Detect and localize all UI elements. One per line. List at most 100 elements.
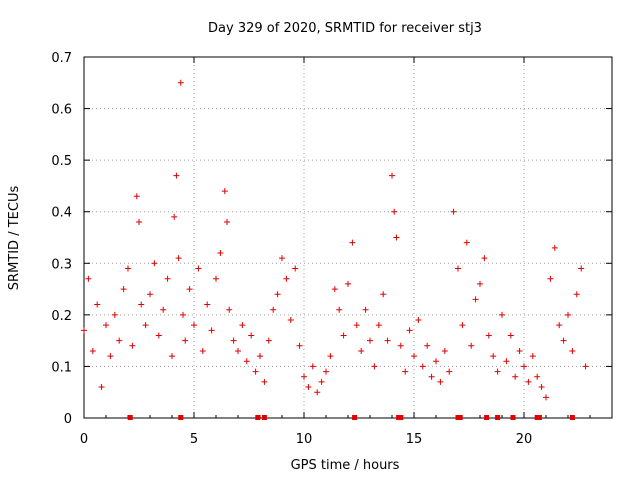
y-tick-label: 0.6: [51, 103, 72, 118]
data-point: [389, 172, 395, 179]
data-point: [391, 208, 398, 215]
data-point: [380, 291, 387, 298]
data-point: [551, 244, 558, 251]
data-point: [164, 275, 171, 282]
data-point: [252, 368, 259, 375]
data-point: [419, 363, 426, 370]
data-point: [230, 337, 237, 344]
data-point: [261, 378, 268, 385]
data-point: [450, 208, 457, 215]
data-point: [195, 265, 202, 272]
data-point: [424, 342, 431, 349]
axis-ticks: [83, 56, 612, 419]
y-axis-label: SRMTID / TECUs: [7, 186, 22, 291]
data-point: [521, 363, 527, 370]
data-point: [243, 358, 250, 365]
x-tick-label: 20: [516, 432, 533, 447]
data-point: [565, 311, 571, 318]
data-point: [199, 347, 206, 354]
gap-marker: [510, 415, 516, 420]
gap-marker: [569, 415, 575, 420]
data-point: [125, 265, 131, 272]
data-point: [142, 322, 149, 329]
data-point: [204, 301, 211, 308]
y-tick-label: 0.5: [51, 154, 72, 169]
data-point: [208, 327, 215, 334]
data-point: [402, 368, 409, 375]
data-point: [301, 373, 307, 380]
data-point: [296, 342, 303, 349]
y-tick-label: 0.1: [51, 360, 72, 375]
grid-lines: [84, 57, 612, 418]
data-point: [248, 332, 255, 339]
data-point: [85, 275, 92, 282]
y-tick-label: 0.4: [51, 206, 72, 221]
plot-frame: [83, 56, 613, 419]
data-point: [560, 337, 567, 344]
data-point: [81, 327, 87, 334]
x-tick-label: 5: [190, 432, 198, 447]
data-point: [353, 322, 360, 329]
x-tick-label: 15: [406, 432, 423, 447]
data-point: [336, 306, 343, 313]
data-point: [485, 332, 492, 339]
data-point: [547, 275, 554, 282]
data-point: [477, 280, 483, 287]
data-point: [180, 311, 186, 318]
data-point: [182, 337, 189, 344]
data-point: [512, 373, 519, 380]
data-point: [331, 286, 338, 293]
data-point: [98, 384, 105, 391]
data-point: [384, 337, 391, 344]
data-point: [151, 260, 158, 267]
data-point: [89, 347, 96, 354]
data-point: [499, 311, 505, 318]
data-point: [362, 306, 369, 313]
data-point: [111, 311, 118, 318]
data-point: [578, 265, 585, 272]
gap-marker: [536, 415, 542, 420]
data-point: [133, 193, 140, 200]
data-point: [406, 327, 413, 334]
data-point: [494, 368, 501, 375]
data-point: [529, 353, 536, 360]
data-point: [239, 322, 246, 329]
data-point: [437, 378, 444, 385]
data-point: [538, 384, 545, 391]
data-point: [120, 286, 127, 293]
data-point: [309, 363, 316, 370]
data-point: [274, 291, 281, 298]
data-point: [415, 317, 422, 324]
data-point: [224, 219, 230, 226]
data-point: [543, 394, 549, 401]
data-point: [327, 353, 334, 360]
data-point: [455, 265, 461, 272]
data-point: [433, 358, 439, 365]
data-point: [292, 265, 299, 272]
data-point: [94, 301, 101, 308]
y-tick-label: 0.7: [51, 51, 72, 66]
data-point: [116, 337, 123, 344]
tick-labels: 0 0.1 0.2 0.3 0.4 0.5 0.6 0.7 0 5 10 15 20: [51, 51, 532, 447]
data-point: [371, 363, 378, 370]
data-point: [147, 291, 153, 298]
gap-marker: [398, 415, 404, 420]
data-series: [81, 79, 589, 401]
data-point: [340, 332, 347, 339]
data-point: [507, 332, 514, 339]
data-point: [305, 384, 312, 391]
data-point: [217, 249, 224, 256]
data-point: [279, 255, 285, 262]
x-axis-label: GPS time / hours: [291, 458, 400, 473]
data-point: [349, 239, 356, 246]
data-point: [186, 286, 193, 293]
data-point: [171, 213, 178, 220]
data-point: [463, 239, 470, 246]
data-point: [160, 306, 167, 313]
data-point: [503, 358, 510, 365]
data-point: [441, 347, 448, 354]
data-point: [103, 322, 109, 329]
gap-markers: [127, 415, 575, 420]
gap-marker: [484, 415, 490, 420]
gap-marker: [352, 415, 358, 420]
